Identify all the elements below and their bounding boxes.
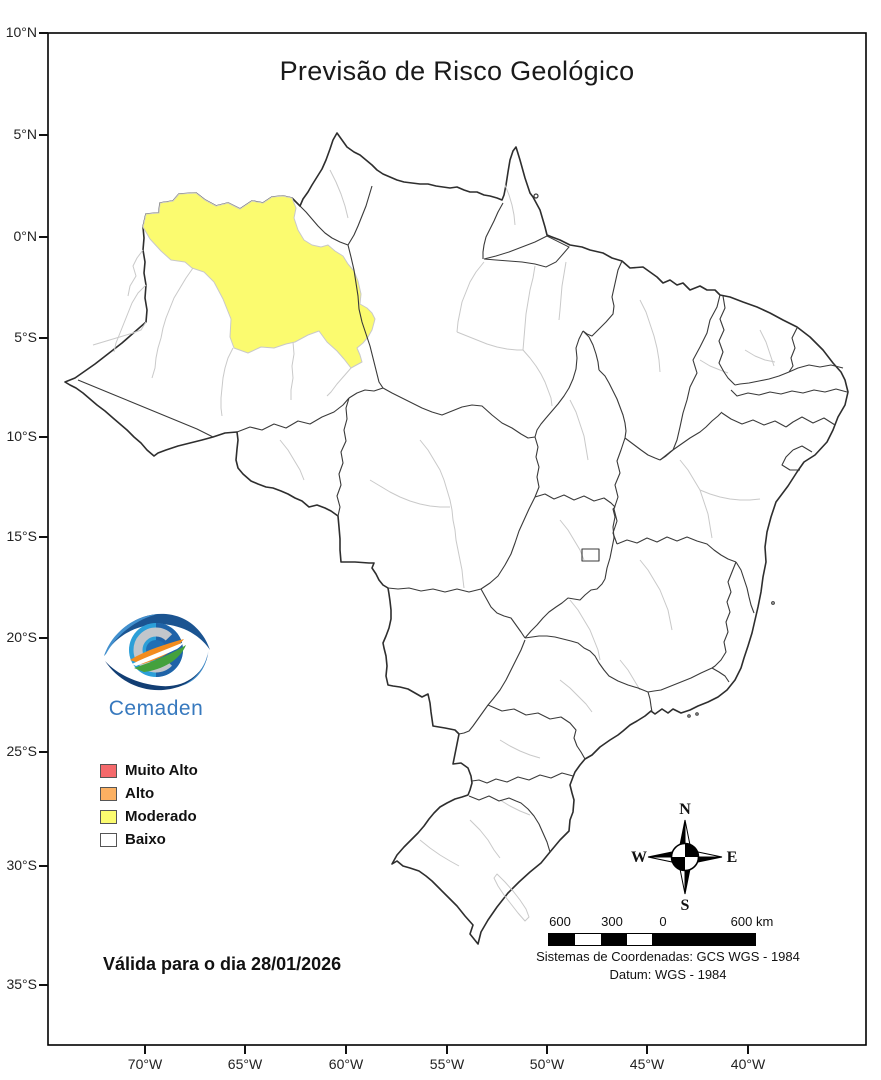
x-tick-label: 50°W bbox=[529, 1056, 565, 1072]
x-tick-mark bbox=[546, 1045, 548, 1054]
x-tick-mark bbox=[345, 1045, 347, 1054]
legend-swatch-moderado bbox=[100, 809, 117, 824]
y-tick-label: 20°S bbox=[6, 629, 37, 645]
amazon-river bbox=[483, 235, 570, 268]
page-title: Previsão de Risco Geológico bbox=[279, 56, 635, 86]
cemaden-logo: Cemaden bbox=[92, 604, 220, 721]
y-tick-label: 5°S bbox=[14, 329, 37, 345]
legend-label-baixo: Baixo bbox=[125, 831, 166, 848]
legend-label-moderado: Moderado bbox=[125, 808, 197, 825]
federal-district bbox=[581, 548, 600, 562]
y-tick-label: 10°N bbox=[5, 24, 37, 40]
x-tick-mark bbox=[244, 1045, 246, 1054]
legend-item-baixo: Baixo bbox=[100, 828, 198, 851]
scale-label-0: 0 bbox=[659, 914, 667, 929]
y-tick-mark bbox=[39, 134, 48, 136]
scale-label-300: 300 bbox=[601, 914, 623, 929]
y-tick-mark bbox=[39, 984, 48, 986]
state-borders bbox=[77, 185, 848, 853]
legend-label-alto: Alto bbox=[125, 785, 155, 802]
legend-item-muito-alto: Muito Alto bbox=[100, 759, 198, 782]
risk-region-moderado bbox=[142, 192, 376, 369]
compass-west-label: W bbox=[631, 849, 647, 866]
island-dots bbox=[533, 193, 775, 718]
x-tick-mark bbox=[646, 1045, 648, 1054]
coordinate-system-line2: Datum: WGS - 1984 bbox=[609, 967, 727, 982]
legend-label-muito-alto: Muito Alto bbox=[125, 762, 198, 779]
legend-item-moderado: Moderado bbox=[100, 805, 198, 828]
y-tick-mark bbox=[39, 865, 48, 867]
y-tick-mark bbox=[39, 236, 48, 238]
x-tick-mark bbox=[747, 1045, 749, 1054]
cemaden-logo-text: Cemaden bbox=[108, 697, 204, 720]
compass-south-label: S bbox=[681, 897, 690, 914]
y-tick-mark bbox=[39, 536, 48, 538]
coordinate-system-line1: Sistemas de Coordenadas: GCS WGS - 1984 bbox=[536, 949, 800, 964]
x-tick-mark bbox=[446, 1045, 448, 1054]
risk-legend: Muito Alto Alto Moderado Baixo bbox=[100, 759, 198, 851]
scale-bar-labels: 600 300 0 600 km bbox=[548, 914, 788, 931]
y-tick-mark bbox=[39, 751, 48, 753]
y-tick-label: 5°N bbox=[13, 126, 38, 142]
validity-note: Válida para o dia 28/01/2026 bbox=[103, 954, 342, 974]
y-tick-label: 30°S bbox=[6, 857, 37, 873]
compass-north-label: N bbox=[679, 801, 691, 818]
scale-bar: 600 300 0 600 km bbox=[548, 914, 788, 946]
legend-swatch-alto bbox=[100, 786, 117, 801]
region-borders bbox=[92, 169, 776, 922]
legend-item-alto: Alto bbox=[100, 782, 198, 805]
scale-bar-graphic bbox=[548, 933, 756, 946]
x-tick-label: 45°W bbox=[629, 1056, 665, 1072]
x-tick-label: 55°W bbox=[429, 1056, 465, 1072]
y-tick-label: 35°S bbox=[6, 976, 37, 992]
compass-rose-icon: N S E W bbox=[631, 801, 738, 914]
y-tick-label: 15°S bbox=[6, 528, 37, 544]
scale-label-600-left: 600 bbox=[549, 914, 571, 929]
compass-east-label: E bbox=[727, 849, 738, 866]
y-tick-mark bbox=[39, 32, 48, 34]
y-tick-label: 0°N bbox=[13, 228, 38, 244]
coastal-lagoon bbox=[493, 873, 530, 922]
legend-swatch-baixo bbox=[100, 832, 117, 847]
x-tick-mark bbox=[144, 1045, 146, 1054]
scale-label-600-right: 600 km bbox=[730, 914, 774, 929]
coordinate-system-note: Sistemas de Coordenadas: GCS WGS - 1984 … bbox=[528, 948, 808, 984]
y-tick-mark bbox=[39, 337, 48, 339]
x-tick-label: 70°W bbox=[127, 1056, 163, 1072]
y-tick-mark bbox=[39, 436, 48, 438]
cemaden-eye-icon bbox=[104, 613, 210, 691]
x-tick-label: 65°W bbox=[227, 1056, 263, 1072]
y-tick-mark bbox=[39, 637, 48, 639]
y-tick-label: 25°S bbox=[6, 743, 37, 759]
legend-swatch-muito-alto bbox=[100, 763, 117, 778]
x-tick-label: 40°W bbox=[730, 1056, 766, 1072]
x-tick-label: 60°W bbox=[328, 1056, 364, 1072]
y-tick-label: 10°S bbox=[6, 428, 37, 444]
